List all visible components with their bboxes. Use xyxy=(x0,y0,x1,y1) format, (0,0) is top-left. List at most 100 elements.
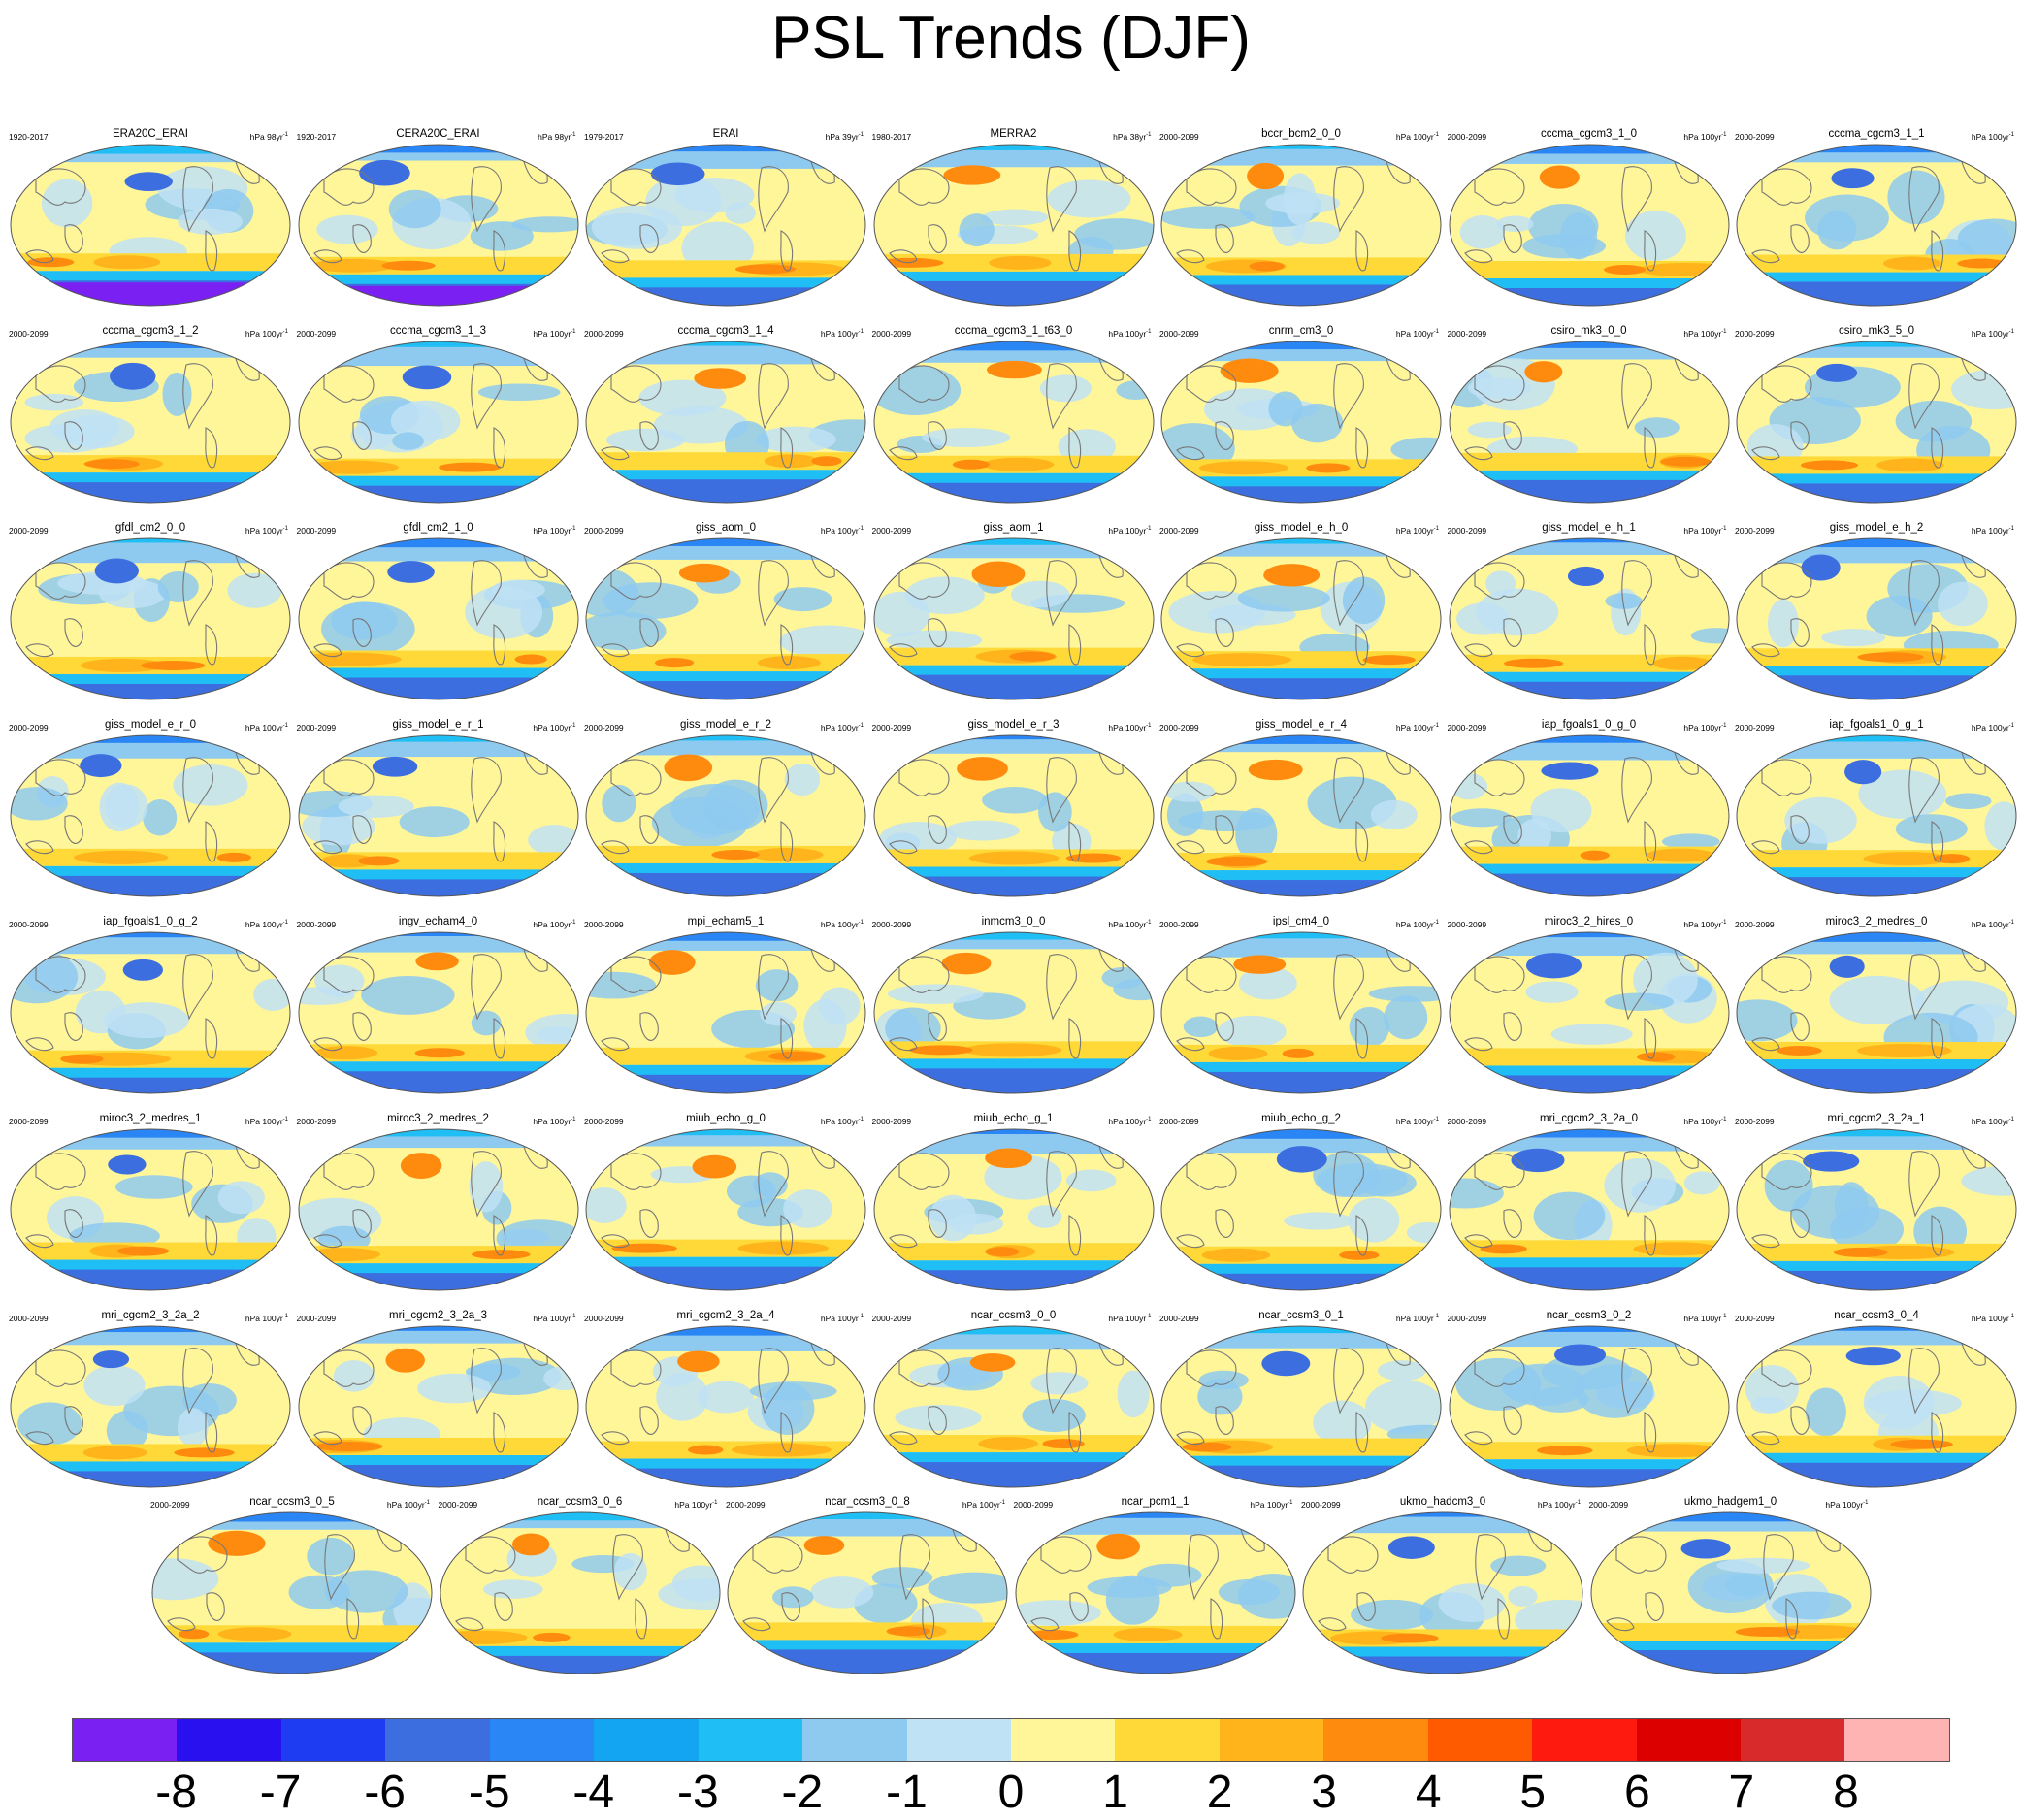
trend-map xyxy=(873,341,1154,504)
panel-units-text: hPa 100yr xyxy=(820,1313,859,1323)
panel-title: cccma_cgcm3_1_3 xyxy=(389,325,487,337)
panel-units: hPa 100yr-1 xyxy=(821,1115,864,1126)
map-panel: mri_cgcm2_3_2a_4 2000-2099 hPa 100yr-1 xyxy=(582,1309,869,1493)
panel-units: hPa 38yr-1 xyxy=(1113,130,1151,142)
panel-title: mri_cgcm2_3_2a_2 xyxy=(101,1310,200,1321)
map-panel: inmcm3_0_0 2000-2099 hPa 100yr-1 xyxy=(870,915,1158,1099)
panel-period: 2000-2099 xyxy=(438,1500,478,1510)
panel-units-text: hPa 100yr xyxy=(820,1116,859,1126)
panel-units: hPa 100yr-1 xyxy=(674,1498,717,1510)
panel-units-text: hPa 100yr xyxy=(1250,1499,1288,1510)
map-panel: gfdl_cm2_1_0 2000-2099 hPa 100yr-1 xyxy=(295,521,582,705)
panel-units-text: hPa 100yr xyxy=(1108,1116,1147,1126)
panel-units: hPa 100yr-1 xyxy=(1972,1312,2014,1323)
panel-units-text: hPa 100yr xyxy=(245,919,283,929)
trend-map xyxy=(298,537,578,700)
panel-period: 2000-2099 xyxy=(1159,132,1199,142)
panel-units-text: hPa 100yr xyxy=(1683,1313,1722,1323)
panel-period: 2000-2099 xyxy=(1159,1117,1199,1126)
panel-units-text: hPa 100yr xyxy=(820,328,859,339)
trend-map xyxy=(298,1325,578,1488)
panel-period: 2000-2099 xyxy=(1735,1314,1775,1323)
map-panel: miroc3_2_hires_0 2000-2099 hPa 100yr-1 xyxy=(1446,915,1733,1099)
panel-units: hPa 100yr-1 xyxy=(1108,918,1151,929)
trend-map xyxy=(10,1325,291,1488)
colorbar-labels: -8 -7 -6 -5 -4 -3 -2 -1 0 1 2 3 4 5 6 7 8 xyxy=(0,1766,2022,1820)
panel-units-text: hPa 100yr xyxy=(533,722,571,732)
panel-units-text: hPa 100yr xyxy=(386,1499,425,1510)
trend-map xyxy=(873,734,1154,897)
colorbar-swatch xyxy=(1532,1719,1637,1761)
map-panel: cccma_cgcm3_1_3 2000-2099 hPa 100yr-1 xyxy=(295,324,582,508)
panel-title: ncar_ccsm3_0_1 xyxy=(1258,1310,1344,1321)
panel-period: 2000-2099 xyxy=(9,329,49,339)
panel-units-text: hPa 100yr xyxy=(820,525,859,536)
panel-units-exponent: -1 xyxy=(571,526,576,532)
panel-period: 2000-2099 xyxy=(1013,1500,1054,1510)
trend-map xyxy=(10,734,291,897)
panel-units-exponent: -1 xyxy=(282,920,288,926)
panel-units-text: hPa 100yr xyxy=(533,328,571,339)
map-panel-grid: ERA20C_ERAI 1920-2017 hPa 98yr-1 CERA20C_ER… xyxy=(9,127,2017,1679)
panel-title: bccr_bcm2_0_0 xyxy=(1261,128,1341,140)
trend-map xyxy=(1736,931,2017,1094)
panel-units-text: hPa 98yr xyxy=(538,131,571,142)
panel-title: cccma_cgcm3_1_0 xyxy=(1540,128,1638,140)
panel-title: miroc3_2_hires_0 xyxy=(1544,916,1634,927)
panel-units: hPa 100yr-1 xyxy=(1972,327,2014,339)
panel-period: 2000-2099 xyxy=(1735,1117,1775,1126)
panel-title: iap_fgoals1_0_g_1 xyxy=(1829,719,1924,731)
trend-map xyxy=(10,931,291,1094)
colorbar xyxy=(72,1718,1950,1762)
panel-period: 2000-2099 xyxy=(1735,526,1775,536)
map-panel: miub_echo_g_0 2000-2099 hPa 100yr-1 xyxy=(582,1112,869,1296)
map-panel: ncar_ccsm3_0_6 2000-2099 hPa 100yr-1 xyxy=(437,1495,724,1679)
panel-period: 2000-2099 xyxy=(296,526,337,536)
panel-units: hPa 100yr-1 xyxy=(1108,721,1151,732)
panel-units-text: hPa 100yr xyxy=(1395,525,1434,536)
panel-units-exponent: -1 xyxy=(1721,1314,1727,1319)
trend-map xyxy=(585,1325,866,1488)
map-panel: ncar_ccsm3_0_5 2000-2099 hPa 100yr-1 xyxy=(148,1495,436,1679)
colorbar-swatch xyxy=(1844,1719,1949,1761)
panel-units: hPa 100yr-1 xyxy=(1683,327,1726,339)
panel-units-exponent: -1 xyxy=(1433,1314,1439,1319)
panel-units-exponent: -1 xyxy=(2008,1117,2014,1122)
panel-units-exponent: -1 xyxy=(2008,526,2014,532)
trend-map xyxy=(1736,537,2017,700)
trend-map xyxy=(1449,1128,1729,1291)
colorbar-tick-label: 0 xyxy=(997,1767,1025,1818)
panel-period: 2000-2099 xyxy=(1159,723,1199,732)
trend-map xyxy=(1736,144,2017,307)
map-panel: giss_aom_1 2000-2099 hPa 100yr-1 xyxy=(870,521,1158,705)
panel-units: hPa 100yr-1 xyxy=(1396,130,1439,142)
panel-title: mpi_echam5_1 xyxy=(687,916,765,927)
trend-map xyxy=(298,734,578,897)
panel-units-text: hPa 100yr xyxy=(1395,722,1434,732)
panel-units-text: hPa 100yr xyxy=(1683,525,1722,536)
panel-period: 2000-2099 xyxy=(150,1500,190,1510)
trend-map xyxy=(585,144,866,307)
colorbar-swatch xyxy=(594,1719,699,1761)
colorbar-swatch xyxy=(698,1719,803,1761)
panel-units-text: hPa 100yr xyxy=(1825,1499,1864,1510)
panel-units-exponent: -1 xyxy=(571,1314,576,1319)
map-panel: ukmo_hadcm3_0 2000-2099 hPa 100yr-1 xyxy=(1299,1495,1586,1679)
map-panel: CERA20C_ERAI 1920-2017 hPa 98yr-1 xyxy=(295,127,582,311)
panel-units-exponent: -1 xyxy=(2008,132,2014,138)
panel-period: 2000-2099 xyxy=(1735,329,1775,339)
trend-map xyxy=(440,1511,720,1674)
trend-map xyxy=(585,537,866,700)
panel-title: ncar_ccsm3_0_5 xyxy=(249,1496,335,1508)
panel-units-text: hPa 100yr xyxy=(1683,722,1722,732)
panel-units: hPa 100yr-1 xyxy=(1683,1115,1726,1126)
panel-units: hPa 100yr-1 xyxy=(1108,524,1151,536)
colorbar-swatch xyxy=(489,1719,595,1761)
panel-title: miub_echo_g_0 xyxy=(686,1113,766,1124)
panel-units-exponent: -1 xyxy=(2008,1314,2014,1319)
trend-map xyxy=(1449,931,1729,1094)
panel-title: giss_aom_0 xyxy=(695,522,756,534)
colorbar-swatch xyxy=(906,1719,1011,1761)
panel-title: ERAI xyxy=(712,128,739,140)
panel-units-exponent: -1 xyxy=(1146,723,1152,729)
